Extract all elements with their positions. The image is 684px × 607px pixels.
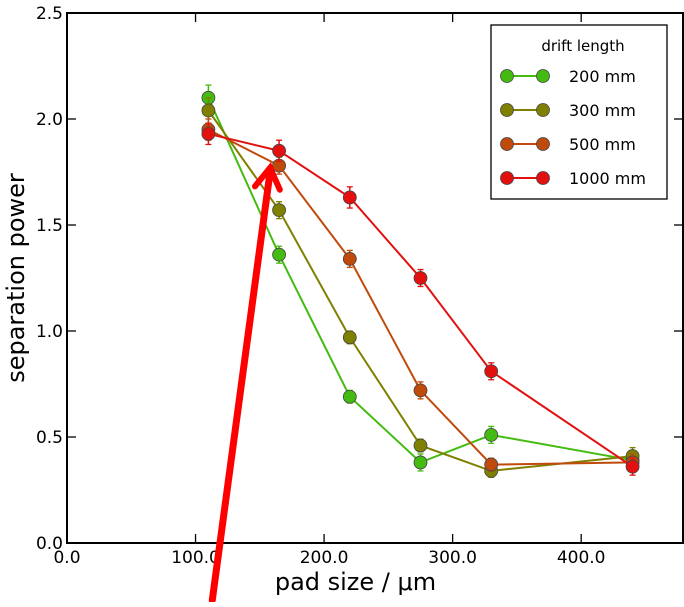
- data-point: [272, 143, 286, 158]
- legend-marker: [500, 69, 514, 83]
- data-point: [625, 459, 640, 474]
- data-point: [484, 457, 499, 472]
- data-point: [413, 383, 428, 398]
- legend-label: 1000 mm: [569, 169, 646, 188]
- x-tick-label: 300.0: [428, 548, 477, 568]
- arrow-head: [251, 162, 283, 193]
- legend-item: 1000 mm: [500, 169, 646, 188]
- data-point: [342, 389, 357, 404]
- x-tick-label: 0.0: [53, 548, 80, 568]
- plot-area-frame: [66, 12, 684, 544]
- y-axis-label: separation power: [2, 173, 30, 383]
- legend-marker: [536, 171, 550, 185]
- series-line: [207, 97, 633, 464]
- data-point: [201, 103, 216, 118]
- legend-item: 500 mm: [500, 135, 636, 154]
- series-line: [208, 132, 634, 468]
- data-point: [413, 438, 428, 453]
- data-point: [413, 455, 428, 470]
- legend-marker: [536, 103, 550, 117]
- data-point: [272, 247, 286, 262]
- data-point: [484, 364, 499, 379]
- data-point: [342, 330, 357, 345]
- y-tick-label: 2.5: [36, 4, 63, 24]
- data-point: [342, 252, 357, 266]
- legend-label: 200 mm: [569, 67, 636, 86]
- data-point: [201, 126, 216, 141]
- y-tick-label: 1.5: [36, 216, 63, 236]
- y-tick-label: 0.0: [36, 534, 63, 554]
- y-tick-label: 1.0: [36, 322, 63, 342]
- x-tick-label: 400.0: [557, 548, 606, 568]
- legend-label: 300 mm: [569, 101, 636, 120]
- legend-marker: [536, 137, 550, 151]
- x-tick-label: 200.0: [300, 548, 349, 568]
- data-point: [272, 203, 286, 218]
- legend-label: 500 mm: [569, 135, 636, 154]
- arrow-shaft: [208, 168, 274, 604]
- legend-item: 300 mm: [500, 101, 636, 120]
- data-point: [342, 190, 357, 205]
- x-tick-label: 100.0: [171, 548, 220, 568]
- annotation-arrow: [208, 162, 283, 604]
- data-point: [413, 271, 428, 285]
- legend-marker: [500, 103, 514, 117]
- x-axis-label: pad size / μm: [275, 568, 436, 596]
- y-tick-label: 2.0: [36, 110, 63, 130]
- series-line: [207, 128, 633, 466]
- legend-marker: [536, 69, 550, 83]
- data-point: [484, 427, 499, 442]
- legend-item: 200 mm: [500, 67, 636, 86]
- y-tick-label: 0.5: [36, 428, 63, 448]
- legend-title: drift length: [541, 37, 624, 55]
- legend-marker: [500, 137, 514, 151]
- legend-marker: [500, 171, 514, 185]
- legend-box: [490, 24, 668, 200]
- series-1000-mm: [201, 122, 640, 476]
